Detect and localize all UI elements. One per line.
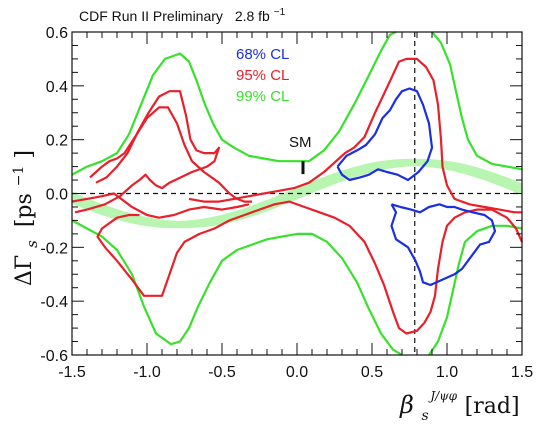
y-axis-title-main: ΔΓ [12, 255, 37, 286]
x-tick-label: -1.5 [58, 364, 86, 381]
x-tick-label: 0.5 [361, 364, 383, 381]
y-axis-title: ΔΓ s [ps −1 ] [4, 150, 43, 286]
legend-entry-95cl: 95% CL [236, 67, 289, 84]
contour-68cl-1 [390, 203, 497, 287]
y-tick-label: -0.2 [40, 240, 68, 257]
x-tick-label: 1.5 [511, 364, 533, 381]
x-axis-title-sub: s [422, 408, 429, 424]
x-axis-title: β s J/ψφ [rad] [399, 378, 520, 424]
legend-entry-68cl: 68% CL [236, 46, 289, 63]
chart-title-lumi: 2.8 fb [235, 8, 270, 24]
contour-95cl-4 [96, 200, 524, 335]
y-tick-label: -0.4 [40, 294, 68, 311]
tick-layer: -1.5 -1.0 -0.5 0.0 0.5 1.0 1.5 0.6 0.4 0.2 0.0 -0.2… [40, 25, 533, 381]
y-axis-title-unit: [ps [12, 193, 37, 227]
y-tick-label: 0.6 [46, 25, 68, 42]
x-axis-title-sup: J/ψφ [427, 389, 457, 403]
contour-95cl-3 [71, 192, 250, 219]
x-tick-label: 0.0 [286, 364, 308, 381]
y-tick-label: 0.2 [46, 133, 68, 150]
x-tick-label: 1.0 [436, 364, 458, 381]
legend: 68% CL 95% CL 99% CL [236, 46, 289, 105]
contour-95cl-0 [74, 90, 221, 214]
y-tick-label: -0.6 [40, 348, 68, 365]
chart-title: CDF Run II Preliminary 2.8 fb −1 [79, 7, 286, 24]
contour-layer [71, 30, 524, 356]
sm-label: SM [289, 134, 312, 151]
x-axis-title-unit: [rad] [465, 394, 520, 419]
legend-entry-99cl: 99% CL [236, 88, 289, 105]
y-axis-title-exp: −1 [11, 166, 27, 187]
x-tick-label: -0.5 [208, 364, 236, 381]
x-tick-label: -1.0 [133, 364, 161, 381]
sm-point-layer: SM [289, 134, 312, 175]
chart-title-lumi-exp: −1 [274, 7, 286, 18]
contour-95cl-2 [188, 57, 522, 214]
reference-lines [72, 32, 522, 355]
contour-95cl-1 [89, 106, 252, 203]
contour-99cl-2 [71, 219, 403, 356]
contour-99cl-1 [431, 31, 523, 171]
y-tick-label: 0.4 [46, 79, 68, 96]
contour-99cl-0 [71, 30, 397, 176]
y-tick-label: 0.0 [46, 187, 68, 204]
y-axis-title-sub: s [23, 240, 41, 248]
chart-title-main: CDF Run II Preliminary [79, 8, 223, 24]
contour-68cl-0 [336, 87, 434, 182]
x-axis-title-main: β [399, 391, 414, 419]
contour-99cl-3 [428, 224, 523, 356]
y-axis-title-close: ] [12, 150, 37, 159]
